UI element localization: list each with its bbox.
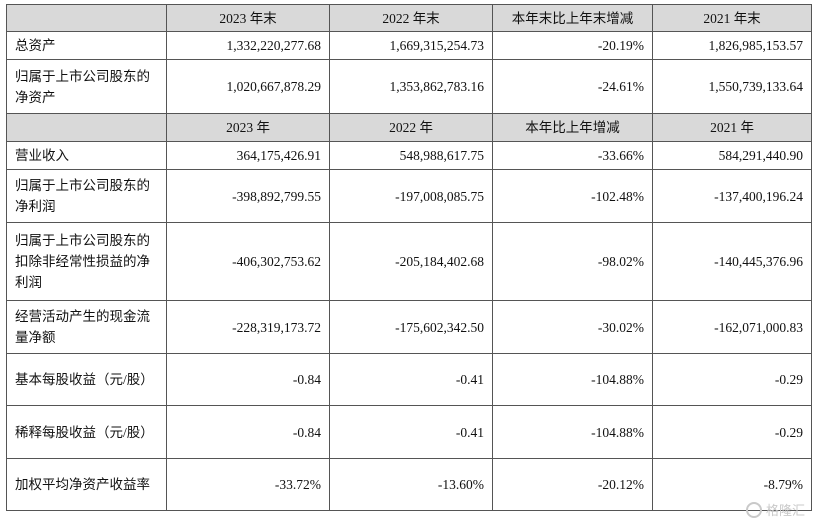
table-row: 总资产 1,332,220,277.68 1,669,315,254.73 -2… — [6, 31, 812, 60]
table-row: 稀释每股收益（元/股） -0.84 -0.41 -104.88% -0.29 — [6, 405, 812, 459]
header-cell: 2023 年末 — [166, 4, 330, 32]
value-cell: -228,319,173.72 — [166, 300, 330, 354]
value-cell: -98.02% — [492, 222, 653, 301]
value-cell: -13.60% — [329, 458, 493, 511]
watermark-text: 格隆汇 — [765, 504, 805, 519]
value-cell: -406,302,753.62 — [166, 222, 330, 301]
table-row: 归属于上市公司股东的扣除非经常性损益的净利润 -406,302,753.62 -… — [6, 222, 812, 301]
value-cell: -30.02% — [492, 300, 653, 354]
row-label: 稀释每股收益（元/股） — [6, 405, 167, 459]
value-cell: 1,020,667,878.29 — [166, 59, 330, 114]
header-cell — [6, 113, 167, 142]
row-label: 营业收入 — [6, 141, 167, 170]
value-cell: 584,291,440.90 — [652, 141, 812, 170]
header-cell: 2021 年末 — [652, 4, 812, 32]
value-cell: -175,602,342.50 — [329, 300, 493, 354]
value-cell: -0.84 — [166, 405, 330, 459]
table-row: 加权平均净资产收益率 -33.72% -13.60% -20.12% -8.79… — [6, 458, 812, 511]
table-row: 基本每股收益（元/股） -0.84 -0.41 -104.88% -0.29 — [6, 353, 812, 406]
row-label: 归属于上市公司股东的净利润 — [6, 169, 167, 223]
table-row: 营业收入 364,175,426.91 548,988,617.75 -33.6… — [6, 141, 812, 170]
value-cell: -0.29 — [652, 353, 812, 406]
header-cell — [6, 4, 167, 32]
table-row: 归属于上市公司股东的净利润 -398,892,799.55 -197,008,0… — [6, 169, 812, 223]
row-label: 基本每股收益（元/股） — [6, 353, 167, 406]
header-cell: 2021 年 — [652, 113, 812, 142]
header-cell: 本年末比上年末增减 — [492, 4, 653, 32]
value-cell: -398,892,799.55 — [166, 169, 330, 223]
table-row: 经营活动产生的现金流量净额 -228,319,173.72 -175,602,3… — [6, 300, 812, 354]
value-cell: -8.79% — [652, 458, 812, 511]
header-cell: 2022 年 — [329, 113, 493, 142]
value-cell: -140,445,376.96 — [652, 222, 812, 301]
header-row-year: 2023 年 2022 年 本年比上年增减 2021 年 — [6, 113, 812, 142]
value-cell: 1,550,739,133.64 — [652, 59, 812, 114]
header-cell: 本年比上年增减 — [492, 113, 653, 142]
row-label: 归属于上市公司股东的净资产 — [6, 59, 167, 114]
value-cell: -33.66% — [492, 141, 653, 170]
value-cell: -20.12% — [492, 458, 653, 511]
value-cell: -0.29 — [652, 405, 812, 459]
value-cell: -20.19% — [492, 31, 653, 60]
value-cell: 1,826,985,153.57 — [652, 31, 812, 60]
value-cell: -137,400,196.24 — [652, 169, 812, 223]
value-cell: -205,184,402.68 — [329, 222, 493, 301]
value-cell: -0.41 — [329, 353, 493, 406]
value-cell: 1,332,220,277.68 — [166, 31, 330, 60]
row-label: 经营活动产生的现金流量净额 — [6, 300, 167, 354]
value-cell: -162,071,000.83 — [652, 300, 812, 354]
value-cell: -0.84 — [166, 353, 330, 406]
row-label: 总资产 — [6, 31, 167, 60]
value-cell: 364,175,426.91 — [166, 141, 330, 170]
header-row-year-end: 2023 年末 2022 年末 本年末比上年末增减 2021 年末 — [6, 4, 812, 32]
value-cell: 548,988,617.75 — [329, 141, 493, 170]
value-cell: -104.88% — [492, 405, 653, 459]
value-cell: -33.72% — [166, 458, 330, 511]
watermark-logo-icon — [745, 501, 762, 518]
header-cell: 2023 年 — [166, 113, 330, 142]
value-cell: 1,353,862,783.16 — [329, 59, 493, 114]
header-cell: 2022 年末 — [329, 4, 493, 32]
value-cell: 1,669,315,254.73 — [329, 31, 493, 60]
watermark: 格隆汇 — [745, 500, 805, 519]
value-cell: -197,008,085.75 — [329, 169, 493, 223]
row-label: 加权平均净资产收益率 — [6, 458, 167, 511]
row-label: 归属于上市公司股东的扣除非经常性损益的净利润 — [6, 222, 167, 301]
table-row: 归属于上市公司股东的净资产 1,020,667,878.29 1,353,862… — [6, 59, 812, 114]
financial-table: 2023 年末 2022 年末 本年末比上年末增减 2021 年末 总资产 1,… — [6, 4, 812, 511]
value-cell: -102.48% — [492, 169, 653, 223]
value-cell: -0.41 — [329, 405, 493, 459]
value-cell: -104.88% — [492, 353, 653, 406]
value-cell: -24.61% — [492, 59, 653, 114]
